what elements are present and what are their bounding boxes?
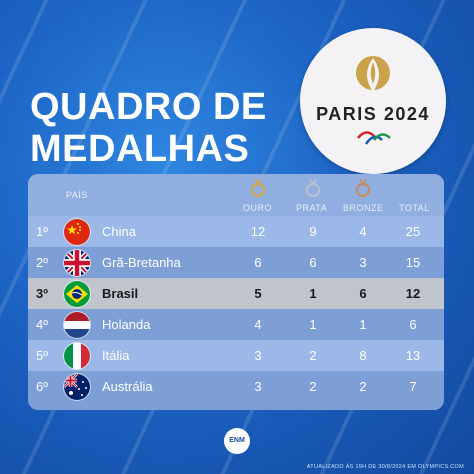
gold-count: 3 — [254, 379, 262, 394]
table-header: PAÍS OURO PRATA BRONZE TOTAL — [28, 174, 444, 216]
china-flag-icon — [64, 219, 90, 245]
bronze-count: 8 — [359, 348, 367, 363]
country-name: Austrália — [102, 379, 153, 394]
silver-medal-icon — [306, 178, 320, 197]
gold-count: 6 — [254, 255, 262, 270]
silver-count: 2 — [309, 379, 317, 394]
total-count: 12 — [405, 286, 421, 301]
silver-count: 6 — [309, 255, 317, 270]
logo-text: PARIS 2024 — [316, 104, 430, 124]
gold-medal-icon — [251, 178, 265, 197]
medal-table: PAÍS OURO PRATA BRONZE TOTAL 1º — [28, 174, 444, 410]
header-gold: OURO — [243, 203, 272, 213]
gold-count: 12 — [250, 224, 266, 239]
update-footnote: ATUALIZADO ÀS 19H DE 30/8/2024 EM OLYMPI… — [306, 464, 464, 470]
paris-2024-logo: PARIS 2024 — [300, 28, 446, 174]
country-name: Brasil — [102, 286, 139, 301]
header-country: PAÍS — [66, 190, 88, 200]
gold-count: 3 — [254, 348, 262, 363]
total-count: 6 — [409, 317, 417, 332]
table-row: 1º China 12 9 4 25 — [28, 216, 444, 247]
page-title: QUADRO DE MEDALHAS — [30, 86, 267, 170]
italy-flag-icon — [64, 343, 90, 369]
rank: 6º — [36, 379, 48, 394]
australia-flag-icon — [64, 374, 90, 400]
enm-logo: ENM — [224, 428, 250, 454]
bronze-count: 6 — [359, 286, 367, 301]
bronze-count: 1 — [359, 317, 367, 332]
table-row: 2º Grã-Bretanha 6 6 3 15 — [28, 247, 444, 278]
country-name: Grã-Bretanha — [102, 255, 181, 270]
title-line-1: QUADRO DE — [30, 86, 267, 128]
header-total: TOTAL — [399, 203, 430, 213]
country-name: Itália — [102, 348, 130, 363]
table-row: 4º Holanda 4 1 1 6 — [28, 309, 444, 340]
total-count: 15 — [405, 255, 421, 270]
silver-count: 2 — [309, 348, 317, 363]
title-line-2: MEDALHAS — [30, 128, 250, 170]
silver-count: 9 — [309, 224, 317, 239]
header-silver: PRATA — [296, 203, 328, 213]
rank: 5º — [36, 348, 48, 363]
total-count: 13 — [405, 348, 421, 363]
netherlands-flag-icon — [64, 312, 90, 338]
country-name: Holanda — [102, 317, 151, 332]
gold-count: 4 — [254, 317, 262, 332]
silver-count: 1 — [309, 317, 317, 332]
paralympic-flame-icon — [356, 56, 391, 145]
table-row: 6º Austrália 3 2 2 7 — [28, 371, 444, 402]
rank: 2º — [36, 255, 48, 270]
bronze-count: 4 — [359, 224, 367, 239]
country-name: China — [102, 224, 136, 239]
table-row-highlighted: 3º Brasil 5 1 6 12 — [28, 278, 444, 309]
bronze-count: 2 — [359, 379, 367, 394]
gold-count: 5 — [254, 286, 262, 301]
rank: 1º — [36, 224, 48, 239]
rank: 4º — [36, 317, 48, 332]
uk-flag-icon — [64, 250, 90, 276]
total-count: 7 — [409, 379, 417, 394]
header-bronze: BRONZE — [343, 203, 384, 213]
rank: 3º — [36, 286, 48, 301]
table-row: 5º Itália 3 2 8 13 — [28, 340, 444, 371]
silver-count: 1 — [309, 286, 317, 301]
bronze-medal-icon — [356, 178, 370, 197]
bronze-count: 3 — [359, 255, 367, 270]
total-count: 25 — [405, 224, 421, 239]
brazil-flag-icon — [64, 281, 90, 307]
